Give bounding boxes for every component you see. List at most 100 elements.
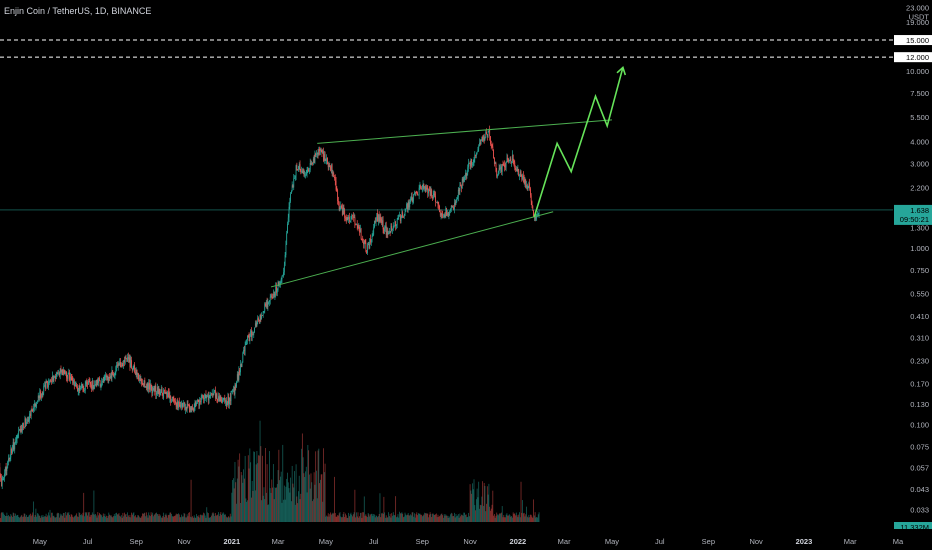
candle-body <box>316 152 318 154</box>
volume-bar <box>27 517 29 522</box>
candle-body <box>141 378 143 383</box>
volume-bar <box>457 515 458 522</box>
candle-body <box>77 391 79 392</box>
volume-bar <box>279 480 281 522</box>
candle-body <box>290 193 292 202</box>
volume-bar <box>31 514 33 522</box>
volume-bar <box>341 517 343 522</box>
candle-body <box>154 385 156 392</box>
candle-body <box>463 180 465 182</box>
volume-bar <box>348 512 350 522</box>
price-tick-label: 11.332M <box>900 523 929 532</box>
candle-body <box>46 380 48 383</box>
candle-body <box>188 404 190 406</box>
volume-bar <box>359 516 360 522</box>
candle-body <box>307 169 309 171</box>
candle-body <box>511 161 513 164</box>
volume-bar <box>272 487 273 522</box>
volume-bar <box>379 493 381 522</box>
volume-bar <box>134 516 136 522</box>
candle-body <box>327 164 329 168</box>
volume-bar <box>57 512 59 522</box>
candle-body <box>155 385 157 395</box>
candle-body <box>303 170 305 176</box>
volume-bar <box>508 515 509 522</box>
volume-bar <box>392 515 393 522</box>
volume-bar <box>468 516 470 522</box>
volume-bar <box>127 515 129 522</box>
volume-bar <box>334 513 336 522</box>
volume-bar <box>186 514 188 522</box>
volume-bar <box>316 498 318 522</box>
volume-bar <box>102 513 104 522</box>
volume-bar <box>471 493 473 522</box>
volume-bar <box>462 515 464 522</box>
candle-body <box>430 189 432 196</box>
candle-body <box>219 396 221 402</box>
candle-body <box>164 390 166 394</box>
volume-bar <box>82 512 84 522</box>
volume-bar <box>37 513 39 522</box>
volume-bar <box>300 493 302 522</box>
candle-body <box>173 398 175 401</box>
candle-body <box>232 390 234 392</box>
candle-body <box>464 173 466 177</box>
volume-bar <box>138 515 139 522</box>
volume-bar <box>512 512 514 522</box>
volume-bar <box>211 515 212 522</box>
candle-body <box>325 160 327 162</box>
candle-body <box>353 217 355 219</box>
volume-bar <box>307 444 309 522</box>
candle-body <box>513 160 515 163</box>
volume-bar <box>388 516 390 522</box>
candle-body <box>501 166 502 172</box>
price-tick-label: 0.100 <box>910 420 929 429</box>
candle-body <box>497 172 499 176</box>
candle-body <box>113 373 114 376</box>
candle-body <box>357 225 359 229</box>
volume-bar <box>235 482 237 522</box>
volume-bar <box>442 515 444 522</box>
candle-body <box>239 370 241 373</box>
volume-bar <box>464 512 465 522</box>
volume-bar <box>205 517 207 522</box>
candle-body <box>529 183 531 189</box>
candle-body <box>129 357 131 368</box>
candle-body <box>189 407 191 413</box>
candle-body <box>258 318 259 321</box>
candle-body <box>197 400 199 401</box>
candle-body <box>339 207 341 210</box>
volume-bar <box>111 516 113 522</box>
candle-body <box>401 212 403 217</box>
volume-bar <box>11 516 13 522</box>
price-tick-label: 0.170 <box>910 380 929 389</box>
volume-bar <box>172 516 174 522</box>
volume-bar <box>476 488 478 522</box>
candle-body <box>136 369 138 375</box>
candle-body <box>372 234 374 236</box>
volume-bar <box>351 514 353 522</box>
candle-body <box>44 385 45 387</box>
candle-body <box>226 403 228 406</box>
price-tick-label: 1.000 <box>910 244 929 253</box>
candle-body <box>89 381 91 385</box>
volume-bar <box>382 513 384 522</box>
candle-body <box>158 389 160 395</box>
volume-bar <box>275 487 277 522</box>
volume-bar <box>325 516 327 522</box>
volume-bar <box>274 487 276 522</box>
volume-bar <box>535 517 537 522</box>
candle-body <box>95 383 97 386</box>
candle-body <box>507 157 509 160</box>
volume-bar <box>475 499 477 522</box>
volume-bar <box>218 512 219 522</box>
volume-bar <box>311 482 313 522</box>
candle-body <box>174 400 176 404</box>
volume-bar <box>458 517 460 522</box>
volume-bar <box>120 515 122 522</box>
candle-body <box>44 385 46 389</box>
candle-body <box>256 322 258 327</box>
volume-bar <box>490 510 491 522</box>
